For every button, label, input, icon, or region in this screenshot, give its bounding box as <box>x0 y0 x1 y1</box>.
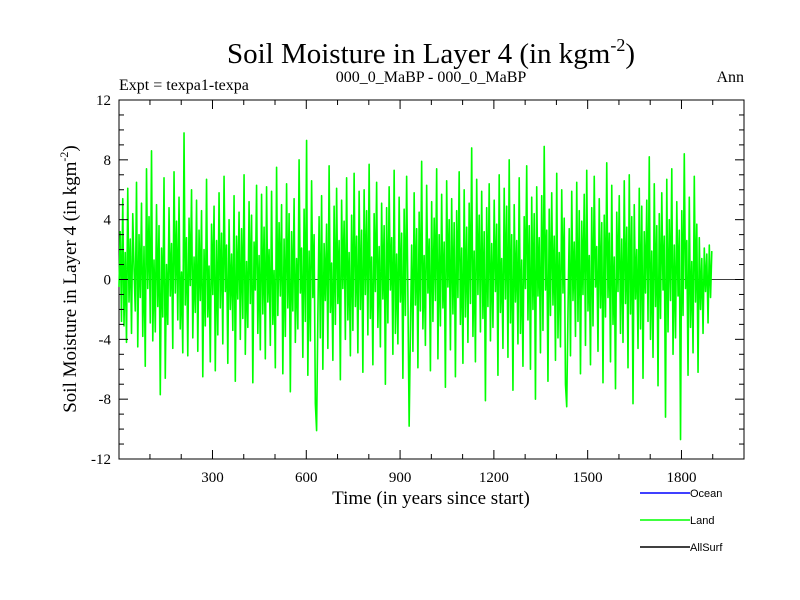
legend: Ocean Land AllSurf <box>640 488 723 554</box>
legend-label-land: Land <box>690 515 714 527</box>
x-tick-label: 1200 <box>479 470 509 486</box>
subtitle-center: 000_0_MaBP - 000_0_MaBP <box>336 69 527 86</box>
subtitle-left: Expt = texpa1-texpa <box>119 77 249 94</box>
y-tick-label: 4 <box>104 213 112 229</box>
y-tick-label: -8 <box>99 392 112 408</box>
x-tick-label: 900 <box>389 470 412 486</box>
axis-ticks <box>119 99 744 460</box>
axis-tick-labels: 300 600 900 1200 1500 1800 -12 -8 -4 0 4 8 12 <box>91 93 696 486</box>
series-group <box>118 132 713 441</box>
chart-title: Soil Moisture in Layer 4 (in kgm-2) <box>227 35 635 70</box>
x-tick-label: 600 <box>295 470 318 486</box>
y-tick-label: 8 <box>104 153 112 169</box>
y-tick-label: 12 <box>96 93 111 109</box>
y-axis-label: Soil Moisture in Layer 4 (in kgm-2) <box>57 145 81 413</box>
subtitle-right: Ann <box>716 69 744 86</box>
y-tick-label: -12 <box>91 452 111 468</box>
series-line-land <box>118 132 713 441</box>
legend-label-allsurf: AllSurf <box>690 542 723 554</box>
x-tick-label: 1800 <box>666 470 696 486</box>
y-tick-label: -4 <box>99 332 112 348</box>
legend-label-ocean: Ocean <box>690 488 722 500</box>
x-axis-label: Time (in years since start) <box>332 488 530 509</box>
y-tick-label: 0 <box>104 273 112 289</box>
x-tick-label: 300 <box>201 470 224 486</box>
x-tick-label: 1500 <box>573 470 603 486</box>
